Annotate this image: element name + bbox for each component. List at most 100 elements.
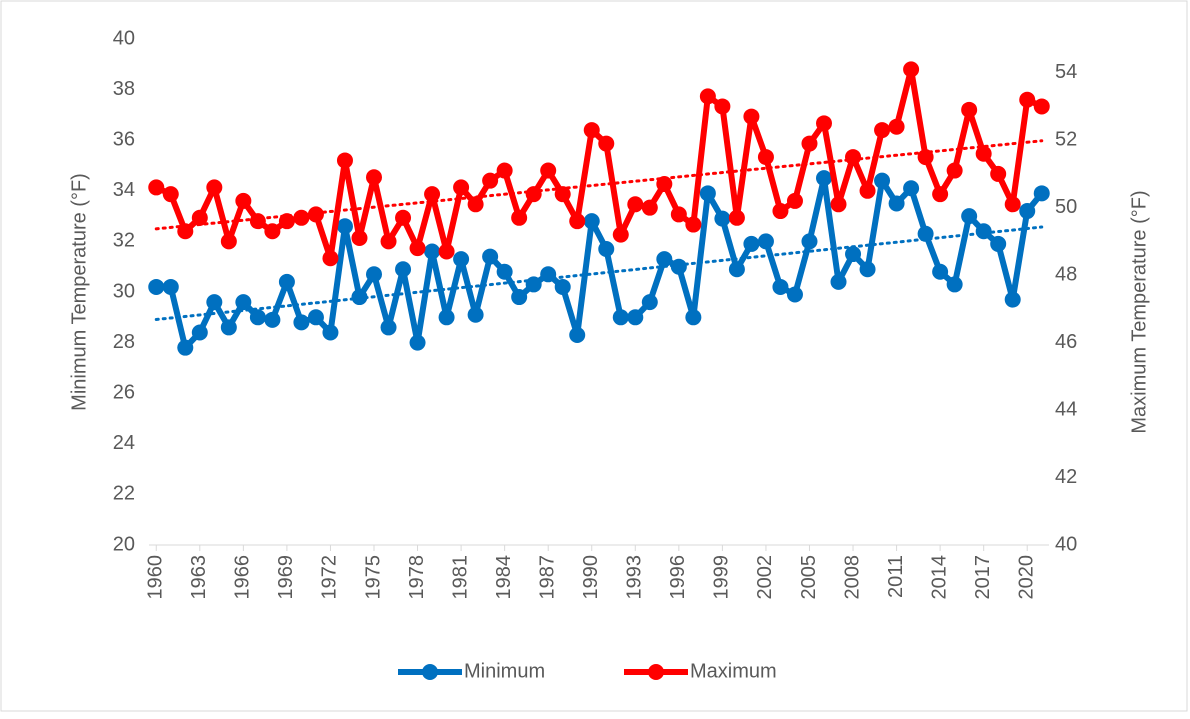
y2-tick-label: 54 <box>1055 61 1077 83</box>
point <box>525 186 542 203</box>
point <box>380 233 397 250</box>
point <box>975 223 992 240</box>
point <box>757 233 774 250</box>
point <box>917 225 934 242</box>
point <box>336 218 353 235</box>
point <box>307 206 324 223</box>
point <box>264 311 281 328</box>
x-tick-label: 1975 <box>362 555 384 600</box>
point <box>598 135 615 152</box>
point <box>395 209 412 226</box>
y-tick-label: 24 <box>113 432 135 454</box>
point <box>845 149 862 166</box>
point <box>278 213 295 230</box>
point <box>685 216 702 233</box>
point <box>961 101 978 118</box>
y-axis-title: Minimum Temperature (°F) <box>68 173 90 411</box>
point <box>728 261 745 278</box>
point <box>206 179 223 196</box>
point <box>714 210 731 227</box>
x-tick-label: 2017 <box>972 555 994 600</box>
point <box>307 309 324 326</box>
point <box>627 309 644 326</box>
point <box>322 250 339 267</box>
y-tick-label: 20 <box>113 533 135 555</box>
y-tick-label: 30 <box>113 280 135 302</box>
point <box>336 152 353 169</box>
point <box>612 226 629 243</box>
point <box>946 162 963 179</box>
legend-label: Minimum <box>464 660 545 682</box>
point <box>888 195 905 212</box>
point <box>249 213 266 230</box>
point <box>903 180 920 197</box>
point <box>1019 91 1036 108</box>
point <box>162 186 179 203</box>
x-tick-label: 1993 <box>624 555 646 600</box>
x-tick-label: 1972 <box>319 555 341 600</box>
point <box>569 213 586 230</box>
point <box>220 319 237 336</box>
point <box>583 213 600 230</box>
x-tick-label: 1999 <box>711 555 733 600</box>
y2-tick-label: 50 <box>1055 196 1077 218</box>
point <box>525 276 542 293</box>
point <box>395 261 412 278</box>
point <box>467 196 484 213</box>
point <box>438 243 455 260</box>
point <box>830 196 847 213</box>
point <box>220 233 237 250</box>
point <box>874 172 891 189</box>
point <box>540 162 557 179</box>
point <box>816 170 832 187</box>
point <box>816 115 832 132</box>
point <box>264 223 281 240</box>
point <box>728 209 745 226</box>
point <box>366 169 382 186</box>
point <box>670 258 687 275</box>
point <box>380 319 397 336</box>
point <box>801 135 818 152</box>
point <box>670 206 687 223</box>
point <box>772 203 789 220</box>
legend-marker <box>648 664 664 680</box>
point <box>685 309 702 326</box>
point <box>641 294 658 311</box>
point <box>249 309 266 326</box>
x-tick-label: 2005 <box>798 555 820 600</box>
point <box>1004 291 1021 308</box>
x-tick-label: 1960 <box>145 555 167 600</box>
x-tick-label: 1996 <box>667 555 689 600</box>
y-tick-label: 40 <box>113 27 135 49</box>
point <box>206 294 223 311</box>
point <box>932 186 949 203</box>
point <box>801 233 818 250</box>
x-tick-label: 1978 <box>406 555 428 600</box>
point <box>554 278 571 295</box>
point <box>424 243 441 260</box>
point <box>235 294 252 311</box>
point <box>148 278 165 295</box>
point <box>1033 98 1050 115</box>
y-tick-label: 34 <box>113 179 135 201</box>
y-tick-label: 26 <box>113 381 135 403</box>
point <box>482 172 499 189</box>
point <box>743 108 760 125</box>
point <box>569 327 586 344</box>
point <box>322 324 339 341</box>
point <box>235 192 252 209</box>
point <box>786 286 803 303</box>
point <box>1004 196 1021 213</box>
point <box>888 118 905 135</box>
y2-tick-label: 42 <box>1055 466 1077 488</box>
trendline <box>154 225 1044 322</box>
point <box>177 223 194 240</box>
point <box>859 261 876 278</box>
x-tick-label: 1969 <box>275 555 297 600</box>
point <box>874 122 891 139</box>
x-tick-label: 2020 <box>1016 555 1038 600</box>
y2-tick-label: 40 <box>1055 533 1077 555</box>
point <box>786 192 803 209</box>
